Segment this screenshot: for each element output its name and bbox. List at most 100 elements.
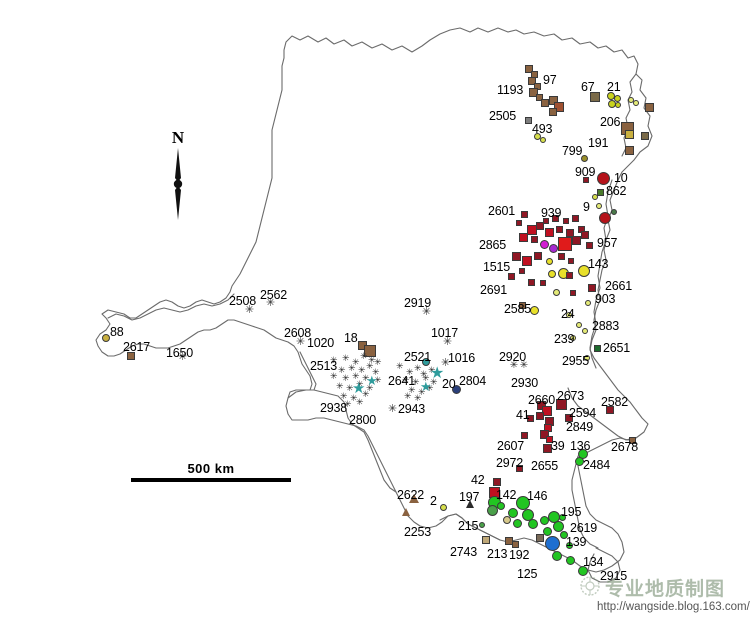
marker-c7 bbox=[519, 233, 528, 242]
cluster-2641-point-6: ✳ bbox=[412, 377, 420, 387]
marker-2743 bbox=[482, 536, 490, 544]
site-label-239: 239 bbox=[554, 332, 575, 346]
marker-c9 bbox=[540, 240, 549, 249]
marker-10 bbox=[597, 172, 610, 185]
marker-2505 bbox=[525, 117, 532, 124]
cluster-2513-point-24: ✳ bbox=[356, 397, 364, 407]
north-arrow-needle bbox=[173, 148, 183, 220]
marker-2660-a bbox=[537, 401, 546, 410]
cluster-2513-point-0: ✳ bbox=[330, 355, 338, 365]
site-label-2920: 2920 bbox=[499, 350, 527, 364]
site-label-1650: 1650 bbox=[166, 346, 194, 360]
marker-c11 bbox=[558, 237, 572, 251]
site-label-2622: 2622 bbox=[397, 488, 425, 502]
marker-206-c bbox=[641, 132, 649, 140]
cluster-2513-point-22: ✳ bbox=[362, 389, 370, 399]
cluster-2641-point-2: ✳ bbox=[414, 363, 422, 373]
cluster-2513-point-20: ✳ bbox=[340, 391, 348, 401]
marker-2943: ✳ bbox=[387, 403, 398, 415]
site-label-146: 146 bbox=[527, 489, 548, 503]
marker-125-a bbox=[552, 551, 562, 561]
big-star-2521-b: ★ bbox=[420, 379, 432, 394]
site-label-2930: 2930 bbox=[511, 376, 539, 390]
site-label-2800: 2800 bbox=[349, 413, 377, 427]
marker-c27 bbox=[540, 280, 546, 286]
marker-g1 bbox=[516, 496, 530, 510]
cluster-2513-point-1: ✳ bbox=[342, 353, 350, 363]
cluster-2513-point-9: ✳ bbox=[374, 357, 382, 367]
marker-c2 bbox=[536, 222, 544, 230]
marker-2678 bbox=[629, 437, 636, 444]
marker-139-a bbox=[560, 531, 568, 539]
marker-r2 bbox=[540, 430, 549, 439]
marker-r3 bbox=[546, 436, 553, 443]
marker-192 bbox=[512, 541, 519, 548]
scale-bar: 500 km bbox=[131, 461, 291, 482]
site-label-2678: 2678 bbox=[611, 440, 639, 454]
site-label-18: 18 bbox=[344, 331, 358, 345]
marker-799 bbox=[581, 155, 588, 162]
marker-r4 bbox=[543, 444, 552, 453]
marker-2601-b bbox=[516, 220, 522, 226]
site-label-2691: 2691 bbox=[480, 283, 508, 297]
site-label-39: 39 bbox=[551, 439, 565, 453]
marker-939-d bbox=[572, 215, 579, 222]
site-label-67: 67 bbox=[581, 80, 595, 94]
site-label-903: 903 bbox=[595, 292, 616, 306]
marker-2582 bbox=[606, 406, 614, 414]
marker-142-c bbox=[497, 502, 505, 510]
marker-1193-g bbox=[541, 99, 549, 107]
cluster-2513-point-15: ✳ bbox=[336, 381, 344, 391]
marker-2955 bbox=[584, 355, 590, 361]
site-label-2849: 2849 bbox=[566, 420, 594, 434]
marker-2920-b: ✳ bbox=[519, 360, 529, 371]
cluster-2641-point-10: ✳ bbox=[418, 387, 426, 397]
site-label-2582: 2582 bbox=[601, 395, 629, 409]
cluster-2513-point-11: ✳ bbox=[342, 373, 350, 383]
marker-c23 bbox=[566, 272, 573, 279]
cluster-2513-point-14: ✳ bbox=[372, 367, 380, 377]
marker-c19 bbox=[558, 253, 565, 260]
cluster-2513-point-21: ✳ bbox=[350, 393, 358, 403]
site-label-2865: 2865 bbox=[479, 238, 507, 252]
marker-c1 bbox=[527, 225, 537, 235]
cluster-2641-point-11: ✳ bbox=[426, 383, 434, 393]
marker-c14 bbox=[586, 242, 593, 249]
cluster-2513-point-19: ✳ bbox=[374, 375, 382, 385]
site-label-213: 213 bbox=[487, 547, 508, 561]
cluster-2513-point-8: ✳ bbox=[366, 361, 374, 371]
site-label-2743: 2743 bbox=[450, 545, 478, 559]
marker-2617 bbox=[127, 352, 135, 360]
marker-2883-a bbox=[576, 322, 582, 328]
marker-c24 bbox=[519, 268, 525, 274]
site-label-2641: 2641 bbox=[388, 374, 416, 388]
site-label-2943: 2943 bbox=[398, 402, 426, 416]
marker-c12 bbox=[572, 236, 581, 245]
marker-c22 bbox=[548, 270, 556, 278]
cluster-2641-point-5: ✳ bbox=[402, 375, 410, 385]
cluster-2513-point-5: ✳ bbox=[338, 365, 346, 375]
site-label-97: 97 bbox=[543, 73, 557, 87]
site-label-1515: 1515 bbox=[483, 260, 511, 274]
site-label-2619: 2619 bbox=[570, 521, 598, 535]
marker-192-b bbox=[536, 534, 544, 542]
marker-c29 bbox=[570, 290, 576, 296]
site-label-134: 134 bbox=[583, 555, 604, 569]
site-label-21: 21 bbox=[607, 80, 621, 94]
site-label-215: 215 bbox=[458, 519, 479, 533]
marker-9-a bbox=[596, 203, 602, 209]
site-label-125: 125 bbox=[517, 567, 538, 581]
site-label-1193: 1193 bbox=[497, 83, 524, 97]
site-label-2562: 2562 bbox=[260, 288, 288, 302]
marker-42-a bbox=[493, 478, 501, 486]
site-label-957: 957 bbox=[597, 236, 618, 250]
watermark-chinese-text: 专业地质制图 bbox=[605, 578, 726, 600]
site-label-2617: 2617 bbox=[123, 340, 151, 354]
watermark: 专业地质制图 http://wangside.blog.163.com/ bbox=[575, 572, 750, 617]
cluster-2641-point-9: ✳ bbox=[408, 385, 416, 395]
marker-862-b bbox=[592, 194, 598, 200]
marker-2521 bbox=[422, 358, 430, 366]
site-label-10: 10 bbox=[614, 171, 628, 185]
marker-2608: ✳ bbox=[295, 336, 306, 348]
marker-2972 bbox=[516, 465, 523, 472]
